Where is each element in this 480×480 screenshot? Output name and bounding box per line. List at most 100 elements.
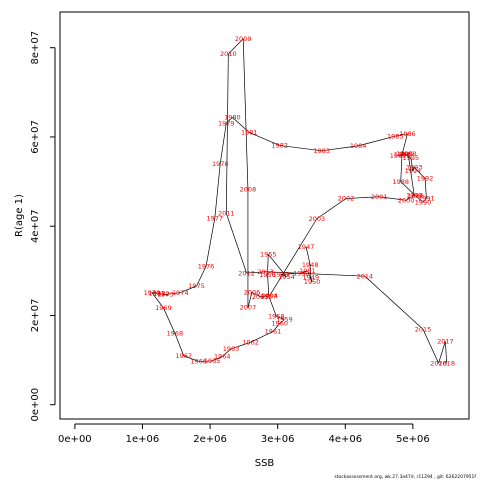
trajectory-segment	[345, 196, 380, 199]
year-label: 1972	[153, 290, 170, 298]
year-label: 1957	[261, 292, 278, 300]
x-tick-label: 1e+06	[126, 434, 160, 445]
trajectory-segment	[222, 348, 232, 357]
trajectory-segment	[401, 133, 408, 155]
year-label: 1999	[406, 192, 423, 200]
y-tick-label: 4e+07	[30, 209, 41, 243]
year-label: 1959	[276, 316, 293, 324]
trajectory-segment	[265, 271, 365, 277]
trajectory-segment	[422, 329, 439, 364]
trajectory-segment	[156, 292, 162, 295]
trajectory-segment	[205, 218, 216, 267]
year-label: 1984	[350, 142, 367, 150]
trajectory-segment	[395, 133, 408, 137]
y-axis: 0e+00 2e+07 4e+07 6e+07 8e+07	[30, 31, 56, 422]
year-label: 1951	[299, 267, 316, 275]
trajectory-segment	[405, 195, 415, 201]
trajectory-segment	[413, 167, 426, 179]
trajectory-segment	[183, 355, 199, 362]
trajectory-segment	[174, 333, 185, 356]
x-tick-label: 2e+06	[193, 434, 227, 445]
x-tick-label: 0e+00	[58, 434, 92, 445]
trajectory-segment	[444, 341, 448, 364]
trajectory-segment	[165, 292, 181, 295]
trajectory-segment	[260, 295, 270, 298]
year-label: 1953	[273, 271, 290, 279]
footnote: stockassessment.org, wk.27.3a47d, r11294…	[334, 474, 476, 480]
trajectory-segment	[407, 153, 415, 196]
trajectory-segment	[225, 213, 247, 274]
y-tick-label: 0e+00	[30, 388, 41, 422]
year-label: 1974	[172, 289, 189, 297]
trajectory-segment	[422, 198, 427, 203]
year-label: 1995	[403, 154, 420, 162]
year-label: 1987	[394, 151, 411, 159]
trajectory-segment	[251, 291, 261, 298]
year-label: 2006	[244, 288, 261, 296]
year-label: 1980	[224, 114, 241, 122]
year-label: 1964	[214, 353, 231, 361]
year-label: 1958	[268, 313, 285, 321]
trajectory-segment	[163, 307, 176, 334]
trajectory-segment	[305, 246, 311, 265]
year-label: 1960	[271, 320, 288, 328]
year-label: 1947	[298, 243, 315, 251]
trajectory-segment	[267, 274, 270, 297]
x-tick-label: 5e+06	[396, 434, 430, 445]
year-label: 2004	[261, 292, 278, 300]
year-label: 2002	[338, 195, 355, 203]
year-label: 1978	[212, 160, 229, 168]
year-label: 1985	[387, 132, 404, 140]
trajectory-segment	[321, 145, 359, 152]
trajectory-segment	[415, 195, 424, 203]
trajectory-segment	[316, 198, 347, 219]
year-label: 2008	[240, 185, 257, 193]
trajectory-segment	[301, 270, 308, 274]
year-label: 1979	[218, 119, 235, 127]
year-label: 1967	[175, 352, 192, 360]
trajectory-line	[151, 38, 448, 364]
year-label: 1996	[397, 150, 414, 158]
trajectory-segment	[180, 285, 197, 294]
year-label: 1986	[399, 130, 416, 138]
x-tick-label: 3e+06	[261, 434, 295, 445]
y-tick-label: 6e+07	[30, 120, 41, 154]
trajectory-segment	[279, 319, 285, 324]
y-tick-label: 8e+07	[30, 31, 41, 65]
year-label: 2007	[240, 304, 257, 312]
plot-frame	[59, 11, 470, 420]
year-label: 2003	[309, 215, 326, 223]
x-tick-label: 4e+06	[328, 434, 362, 445]
trajectory-segment	[438, 341, 446, 364]
year-label: 2015	[415, 325, 432, 333]
trajectory-segment	[228, 38, 244, 55]
year-label: 1981	[241, 129, 258, 137]
year-label: 1982	[271, 142, 288, 150]
trajectory-segment	[232, 117, 250, 133]
trajectory-segment	[246, 271, 266, 274]
year-label: 1948	[302, 261, 319, 269]
year-label: 1970	[144, 289, 161, 297]
trajectory-segment	[249, 132, 280, 146]
trajectory-segment	[400, 154, 403, 182]
y-tick-label: 2e+07	[30, 299, 41, 333]
trajectory-segment	[219, 123, 227, 164]
trajectory-segment	[424, 178, 427, 199]
year-label: 1950	[304, 278, 321, 286]
year-label: 1955	[260, 251, 277, 259]
year-label: 2017	[437, 338, 454, 346]
year-label: 2014	[357, 272, 374, 280]
year-label: 1975	[188, 282, 205, 290]
year-label: 1949	[303, 274, 320, 282]
year-label: 1963	[223, 345, 240, 353]
year-label: 1971	[148, 289, 165, 297]
trajectory-segment	[242, 38, 249, 190]
year-label: 1977	[207, 214, 224, 222]
year-label: 1954	[278, 273, 295, 281]
year-label: 1983	[313, 147, 330, 155]
trajectory-segment	[397, 153, 409, 157]
trajectory-segment	[211, 356, 223, 362]
